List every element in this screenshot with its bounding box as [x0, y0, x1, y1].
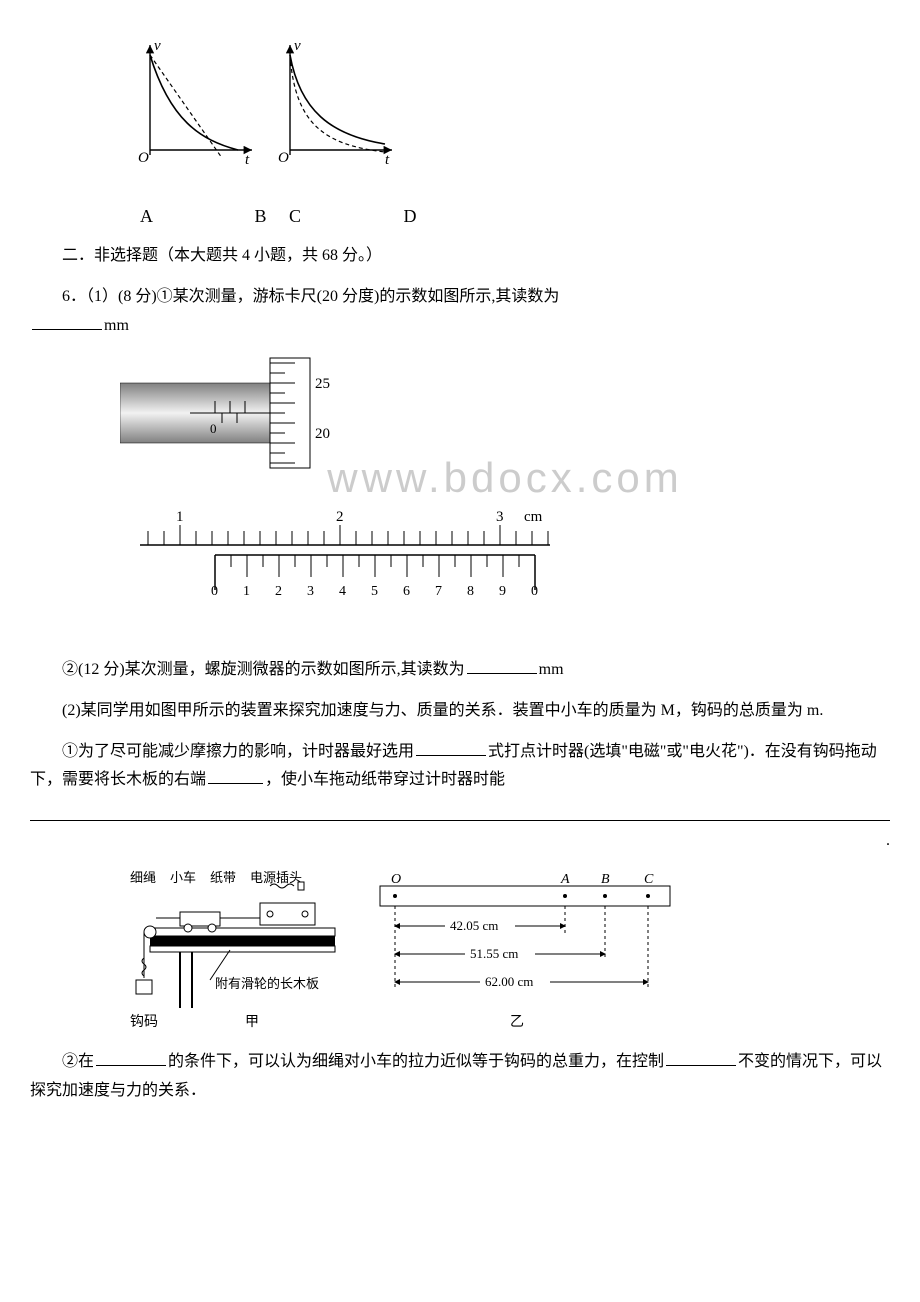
q6-2-intro: (2)某同学用如图甲所示的装置来探究加速度与力、质量的关系．装置中小车的质量为 … — [30, 697, 890, 726]
q6-1-1-text: 6．（1）(8 分)①某次测量，游标卡尺(20 分度)的示数如图所示,其读数为 — [30, 283, 559, 312]
svg-text:细绳: 细绳 — [130, 870, 156, 885]
q6-2-1a: ①为了尽可能减少摩擦力的影响，计时器最好选用 — [30, 738, 414, 767]
axis-t-label: t — [245, 152, 250, 168]
svg-text:cm: cm — [524, 509, 543, 525]
graph-right: v O t — [270, 40, 400, 170]
svg-text:4: 4 — [339, 584, 346, 599]
svg-text:1: 1 — [243, 584, 250, 599]
svg-text:O: O — [278, 150, 289, 166]
q6-1-1: 6．（1）(8 分)①某次测量，游标卡尺(20 分度)的示数如图所示,其读数为 … — [30, 283, 890, 341]
svg-text:3: 3 — [496, 509, 504, 525]
apparatus-right: O A B C 42.05 cm 51.55 cm 62.00 — [370, 868, 690, 1038]
q6-1-2-text: ②(12 分)某次测量，螺旋测微器的示数如图所示,其读数为 — [62, 661, 465, 678]
choice-b: B — [255, 200, 285, 232]
svg-text:乙: 乙 — [510, 1014, 524, 1030]
svg-text:v: v — [294, 40, 301, 54]
q6-2-1c: ，使小车拖动纸带穿过计时器时能 — [265, 771, 505, 788]
svg-text:0: 0 — [211, 584, 218, 599]
svg-text:O: O — [391, 872, 401, 887]
vt-graphs: v O t v O t — [130, 40, 890, 170]
q6-2-2a: ②在 — [30, 1048, 94, 1077]
blank-control — [666, 1049, 736, 1066]
svg-text:小车: 小车 — [170, 870, 196, 885]
choice-row: A B C D — [140, 200, 890, 232]
svg-text:2: 2 — [275, 584, 282, 599]
svg-text:5: 5 — [371, 584, 378, 599]
svg-text:t: t — [385, 152, 390, 168]
q6-1-2: ②(12 分)某次测量，螺旋测微器的示数如图所示,其读数为 mm — [30, 656, 890, 685]
unit-mm-1: mm — [104, 317, 129, 334]
blank-vernier-reading — [32, 313, 102, 330]
svg-text:25: 25 — [315, 376, 330, 392]
svg-text:51.55 cm: 51.55 cm — [470, 946, 518, 961]
svg-text:B: B — [601, 872, 610, 887]
axis-v-label: v — [154, 40, 161, 54]
q6-2-1: ①为了尽可能减少摩擦力的影响，计时器最好选用式打点计时器(选填"电磁"或"电火花… — [30, 738, 890, 857]
svg-text:2: 2 — [336, 509, 344, 525]
svg-text:纸带: 纸带 — [210, 870, 236, 885]
svg-text:7: 7 — [435, 584, 442, 599]
axis-origin: O — [138, 150, 149, 166]
svg-text:3: 3 — [307, 584, 314, 599]
svg-text:1: 1 — [176, 509, 184, 525]
svg-text:A: A — [560, 872, 570, 887]
svg-text:附有滑轮的长木板: 附有滑轮的长木板 — [215, 976, 319, 991]
choice-d: D — [404, 200, 417, 232]
svg-text:9: 9 — [499, 584, 506, 599]
svg-text:钩码: 钩码 — [130, 1014, 158, 1030]
q6-2-2: ②在的条件下，可以认为细绳对小车的拉力近似等于钩码的总重力，在控制不变的情况下，… — [30, 1048, 890, 1106]
svg-text:0: 0 — [210, 421, 217, 436]
svg-text:8: 8 — [467, 584, 474, 599]
blank-micrometer-reading — [467, 657, 537, 674]
apparatus-figures: 细绳 小车 纸带 电源插头 附有滑轮的长木板 钩码 — [120, 868, 890, 1038]
graph-left: v O t — [130, 40, 260, 170]
choice-c: C — [289, 200, 399, 232]
svg-text:电源插头: 电源插头 — [250, 870, 302, 885]
apparatus-left: 细绳 小车 纸带 电源插头 附有滑轮的长木板 钩码 — [120, 868, 350, 1038]
blank-board-end — [208, 767, 263, 784]
unit-mm-2: mm — [539, 661, 564, 678]
svg-text:甲: 甲 — [245, 1015, 259, 1030]
svg-text:20: 20 — [315, 426, 330, 442]
svg-text:6: 6 — [403, 584, 410, 599]
svg-text:C: C — [644, 872, 654, 887]
section-2-header: 二．非选择题（本大题共 4 小题，共 68 分。） — [30, 242, 890, 271]
choice-a: A — [140, 200, 250, 232]
svg-text:62.00 cm: 62.00 cm — [485, 974, 533, 989]
q6-2-2b: 的条件下，可以认为细绳对小车的拉力近似等于钩码的总重力，在控制 — [168, 1053, 664, 1070]
blank-timer-type — [416, 739, 486, 756]
blank-condition — [96, 1049, 166, 1066]
blank-long-line — [30, 801, 890, 821]
svg-text:42.05 cm: 42.05 cm — [450, 918, 498, 933]
svg-text:0: 0 — [531, 584, 538, 599]
